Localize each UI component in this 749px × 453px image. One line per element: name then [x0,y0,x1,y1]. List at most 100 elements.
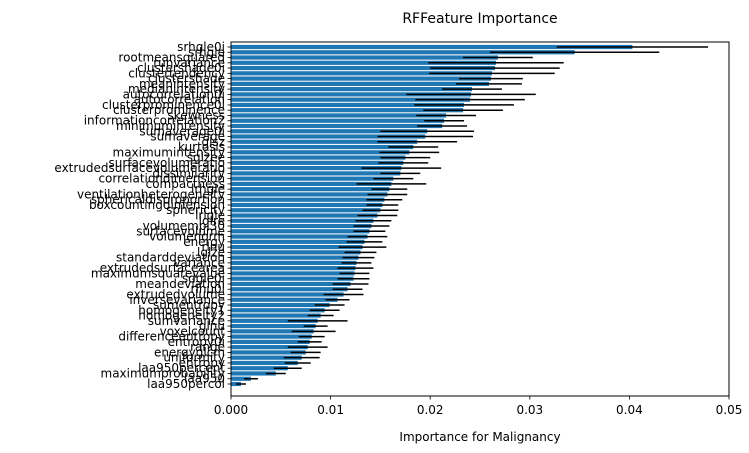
bar-uniformity [231,355,302,360]
plot-frame [230,41,730,397]
x-axis-label: Importance for Malignancy [399,430,560,444]
bar-informationcorrelation2 [231,118,445,123]
y-tick-label: compactness [146,177,225,191]
bar-meandeviation [231,281,351,287]
y-tick-label: surfacevolume [136,224,225,238]
y-axis: srhgle0isrhglerootmeansquaredrunvariance… [54,40,231,391]
bar-surfacevolumeratio [231,160,404,165]
y-tick-label: dissimilarity [152,166,225,180]
bar-correlationdimension [231,176,394,181]
bar-compactness [231,181,392,187]
bar-standarddeviation [231,255,359,260]
bar-kurtosis [231,144,414,150]
y-tick-label: boxcountingdimension [89,198,225,212]
y-tick-label: inversevariance [129,293,225,307]
y-tick-label: autocorrelation0i [123,87,225,101]
bar-sphericity [231,208,381,213]
bar-rootmeansquared [231,55,498,60]
y-tick-label: lrlgle [195,209,225,223]
y-tick-label: lglre [199,214,225,228]
y-tick-label: lglze [197,245,225,259]
y-tick-label: differenceentropy [118,330,225,344]
y-tick-label: extrudedvolume [126,287,225,301]
bar-boxcountingdimension [231,202,383,208]
bar-entropy0i [231,339,310,344]
x-tick-label: 0.04 [616,403,643,417]
bar-srhgle0i [231,44,633,50]
bar-rlnu [231,244,363,250]
y-tick-label: meandeviation [135,277,225,291]
y-tick-label: volumempl30 [143,219,225,233]
bar-clustertendency [231,71,492,76]
x-axis: 0.000 0.01 0.02 0.03 0.04 0.05 [214,396,743,417]
x-tick-label: 0.000 [214,403,248,417]
x-tick-label: 0.02 [417,403,444,417]
y-tick-label: sumaverage [150,130,225,144]
y-tick-label: sglzee [187,151,225,165]
y-tick-label: range [190,340,225,354]
bar-minimumintensity [231,123,443,129]
bar-differenceentropy [231,334,312,339]
y-tick-label: energy [183,235,225,249]
y-tick-label: meanintensity [139,77,225,91]
bar-energy [231,239,365,244]
bar-range [231,345,308,350]
bar-meanintensity [231,81,489,86]
y-tick-label: uniformity [163,351,225,365]
y-tick-label: runvariance [153,56,225,70]
bar-extrudedsurfacevolumeratio [231,166,402,171]
y-tick-label: sphericity [166,203,225,217]
y-tick-label: sumvariance [148,314,225,328]
bar-variance [231,260,357,265]
bar-sphericaldisproportion [231,197,385,202]
bar-maximumsquarevalue [231,271,355,276]
y-tick-label: variance [173,256,225,270]
bar-extrudedsurfacearea [231,266,356,271]
y-tick-label: clustertendency [128,66,225,80]
y-tick-label: clustershade [148,72,225,86]
y-tick-label: clustershade0i [137,61,225,75]
y-tick-label: surfacevolumeratio [109,156,225,170]
y-tick-label: lrhgle [191,182,225,196]
bar-homogeneity1 [231,308,325,313]
bar-clusterprominence0i [231,102,465,108]
x-tick-label: 0.01 [317,403,344,417]
bar-glsz [231,139,418,144]
bar-volumempl30 [231,223,372,229]
bar-sumaverage0i [231,129,428,134]
y-tick-label: correlationdimension [98,172,225,186]
bar-sumvariance [231,318,318,323]
y-tick-label: srhgle0i [177,40,225,54]
y-tick-label: rlnu [202,240,225,254]
y-tick-label: homogeneity2 [138,309,225,323]
chart-title: RFFeature Importance [402,11,557,27]
y-tick-label: rlnu0i [191,282,225,296]
bar-entropy [231,360,298,366]
y-tick-label: volumenorm [149,230,225,244]
bar-extrudedvolume [231,292,344,297]
bar-maximumprobability [231,371,276,376]
bar-rlnu0i [231,287,348,292]
x-tick-label: 0.05 [716,403,743,417]
y-tick-label: rootmeansquared [118,51,225,65]
y-tick-label: maximumprobability [101,366,226,380]
bar-dissimilarity [231,171,401,176]
bar-glnu [231,323,316,329]
y-tick-label: voxelcount [160,324,226,338]
y-tick-label: sumentropy [153,298,225,312]
y-tick-label: laa950percent [138,361,225,375]
bar-ventilationheterogeneity [231,192,388,197]
y-tick-label: informationcorrelation2 [84,114,225,128]
y-tick-label: entropy [179,356,225,370]
bar-clustershade0i [231,65,495,71]
y-tick-label: kurtosis [178,140,225,154]
x-tick-label: 0.03 [516,403,543,417]
bar-sglzee [231,155,406,160]
y-tick-label: homogeneity1 [138,303,225,317]
y-tick-label: laa950 [184,372,225,386]
bar-clustershade [231,76,491,81]
bar-autocorrelation0i [231,92,472,97]
bar-surfacevolume [231,229,370,234]
bar-sumentropy [231,302,330,308]
bar-lrlgle [231,213,378,218]
